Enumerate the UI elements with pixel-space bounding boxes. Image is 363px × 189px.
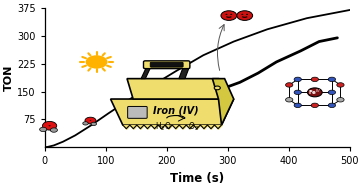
Polygon shape [127,79,225,99]
Circle shape [328,103,335,108]
Circle shape [49,125,50,126]
Circle shape [294,77,301,82]
Circle shape [311,77,318,82]
Circle shape [221,11,237,20]
Circle shape [237,11,253,20]
Circle shape [286,83,293,87]
Text: O$_2$: O$_2$ [188,120,199,133]
FancyBboxPatch shape [150,62,183,67]
Polygon shape [111,99,234,125]
Circle shape [328,90,335,94]
Y-axis label: TON: TON [4,64,14,91]
Circle shape [328,77,335,82]
Circle shape [337,98,344,102]
Circle shape [91,122,97,125]
FancyBboxPatch shape [143,61,190,69]
Text: Fe$^{IV}$: Fe$^{IV}$ [308,88,322,97]
Circle shape [40,127,47,132]
Circle shape [50,128,57,132]
Polygon shape [179,66,190,79]
Circle shape [86,55,107,69]
Circle shape [311,90,318,94]
Circle shape [90,120,91,121]
Circle shape [286,98,293,102]
X-axis label: Time (s): Time (s) [170,172,224,185]
Text: H$_2$O: H$_2$O [155,120,172,133]
Circle shape [241,14,243,15]
Circle shape [246,14,248,15]
Text: Iron (IV): Iron (IV) [153,105,199,115]
Circle shape [307,88,322,97]
Circle shape [225,14,228,15]
Circle shape [85,117,96,124]
Circle shape [337,83,344,87]
FancyBboxPatch shape [128,106,147,118]
Circle shape [230,14,232,15]
Circle shape [311,103,318,108]
Circle shape [294,103,301,108]
Circle shape [214,86,220,90]
Polygon shape [212,79,234,125]
Polygon shape [141,66,151,79]
Circle shape [42,121,57,130]
Circle shape [83,122,88,125]
Circle shape [294,90,301,94]
